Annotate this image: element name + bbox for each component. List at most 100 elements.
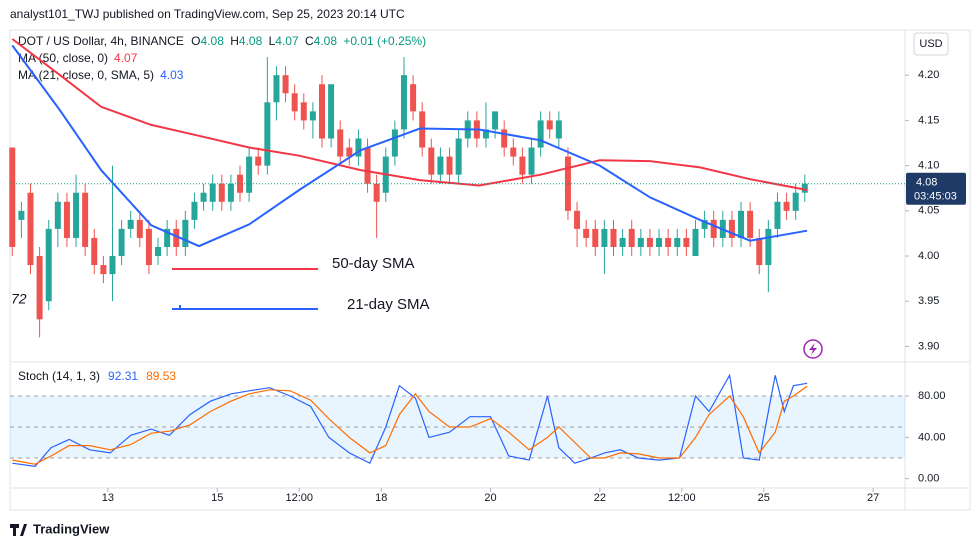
candle-body (574, 210, 581, 229)
currency-button[interactable] (913, 32, 949, 56)
logo-mark (10, 524, 27, 536)
candle-body (391, 129, 398, 157)
candle-body (400, 75, 407, 130)
candle-body (674, 237, 681, 247)
price-tick-label: 4.10 (918, 160, 939, 172)
candle-body (656, 237, 663, 247)
candle-body (246, 156, 253, 193)
candle-body (255, 156, 262, 166)
ma-value: 4.03 (160, 68, 184, 82)
ohlc-value: 4.08 (314, 34, 338, 48)
candle-body (291, 93, 298, 112)
candle-body (637, 237, 644, 247)
candle-body (747, 210, 754, 238)
symbol-legend: DOT / US Dollar, 4h, BINANCE O4.08 H4.08… (18, 34, 426, 48)
candle-body (127, 219, 134, 229)
time-tick-label: 18 (375, 492, 387, 504)
candle-body (728, 219, 735, 238)
candle-body (628, 228, 635, 247)
price-tick-label: 4.20 (918, 69, 939, 81)
candle-body (756, 237, 763, 266)
time-tick-label: 12:00 (668, 492, 696, 504)
candle-body (18, 210, 25, 220)
candle-body (437, 156, 444, 175)
stoch-d-value: 89.53 (146, 369, 176, 383)
alert-icon[interactable] (803, 339, 823, 359)
candle-body (646, 237, 653, 247)
ma-value: 4.07 (114, 51, 138, 65)
last-price-label: 4.08 (916, 177, 937, 189)
candle-body (36, 256, 43, 320)
alert-bolt[interactable] (809, 343, 817, 355)
currency[interactable]: USD (919, 38, 942, 50)
candle-body (173, 228, 180, 247)
price-tick-label: 4.05 (918, 205, 939, 217)
candle-body (355, 138, 362, 157)
left-label: 72 (11, 291, 27, 307)
indicator-line (11, 44, 808, 248)
candle-body (164, 228, 171, 247)
countdown-label: 03:45:03 (914, 191, 957, 203)
candle-body (428, 147, 435, 175)
candle-body (528, 147, 535, 175)
annotation-text: 50-day SMA (332, 255, 415, 272)
candle-body (546, 120, 553, 130)
candle-body (82, 192, 89, 247)
candle-body (710, 219, 717, 238)
candle-body (155, 246, 162, 257)
candle-body (665, 237, 672, 247)
ma21-legend: MA (21, close, 0, SMA, 5) 4.03 (18, 68, 184, 82)
candle-body (410, 84, 417, 112)
attribution: analyst101_TWJ published on TradingView.… (10, 7, 405, 21)
time-tick-label: 12:00 (285, 492, 313, 504)
symbol: DOT / US Dollar, 4h, BINANCE (18, 34, 184, 48)
stoch-tick-label: 40.00 (918, 431, 946, 443)
candle-body (63, 201, 70, 238)
candle-body (237, 174, 244, 193)
candle-body (455, 138, 462, 175)
candle-body (200, 192, 207, 202)
last-price-tag (906, 172, 966, 205)
candle-body (482, 129, 489, 139)
time-tick-label: 25 (758, 492, 770, 504)
time-tick-label: 22 (594, 492, 606, 504)
change: +0.01 (+0.25%) (343, 34, 426, 48)
ohlc-value: 4.07 (275, 34, 299, 48)
candle-body (191, 201, 198, 220)
candle-body (337, 129, 344, 157)
ohlc-key: L (269, 34, 276, 48)
candle-body (346, 147, 353, 157)
candle-body (136, 219, 143, 238)
indicator-line (11, 38, 808, 191)
ma50-legend: MA (50, close, 0) 4.07 (18, 51, 138, 65)
candle-body (328, 84, 335, 139)
footer-text: TradingView (33, 521, 110, 536)
price-tick-label: 4.15 (918, 114, 939, 126)
candle-body (218, 183, 225, 202)
ma-name: MA (21, close, 0, SMA, 5) (18, 68, 154, 82)
candle-body (564, 156, 571, 211)
candle-body (519, 156, 526, 175)
candle-body (318, 84, 325, 139)
stoch-tick-label: 0.00 (918, 473, 939, 485)
candle-body (45, 228, 52, 302)
stoch-title: Stoch (14, 1, 3) (18, 369, 100, 383)
candle-body (73, 192, 80, 238)
candle-body (619, 237, 626, 247)
candle-body (592, 228, 599, 247)
ma-name: MA (50, close, 0) (18, 51, 108, 65)
candle-body (555, 120, 562, 139)
candle-body (610, 228, 617, 247)
ohlc-key: O (191, 34, 200, 48)
stoch-tick-label: 80.00 (918, 390, 946, 402)
ohlc-value: 4.08 (201, 34, 225, 48)
candle-body (601, 228, 608, 247)
candle-body (792, 192, 799, 211)
candle-body (765, 228, 772, 266)
ohlc-value: 4.08 (239, 34, 263, 48)
candle-body (54, 201, 61, 229)
annotation-text: 21-day SMA (347, 296, 430, 313)
stoch-k-value: 92.31 (108, 369, 138, 383)
price-tick-label: 4.00 (918, 250, 939, 262)
